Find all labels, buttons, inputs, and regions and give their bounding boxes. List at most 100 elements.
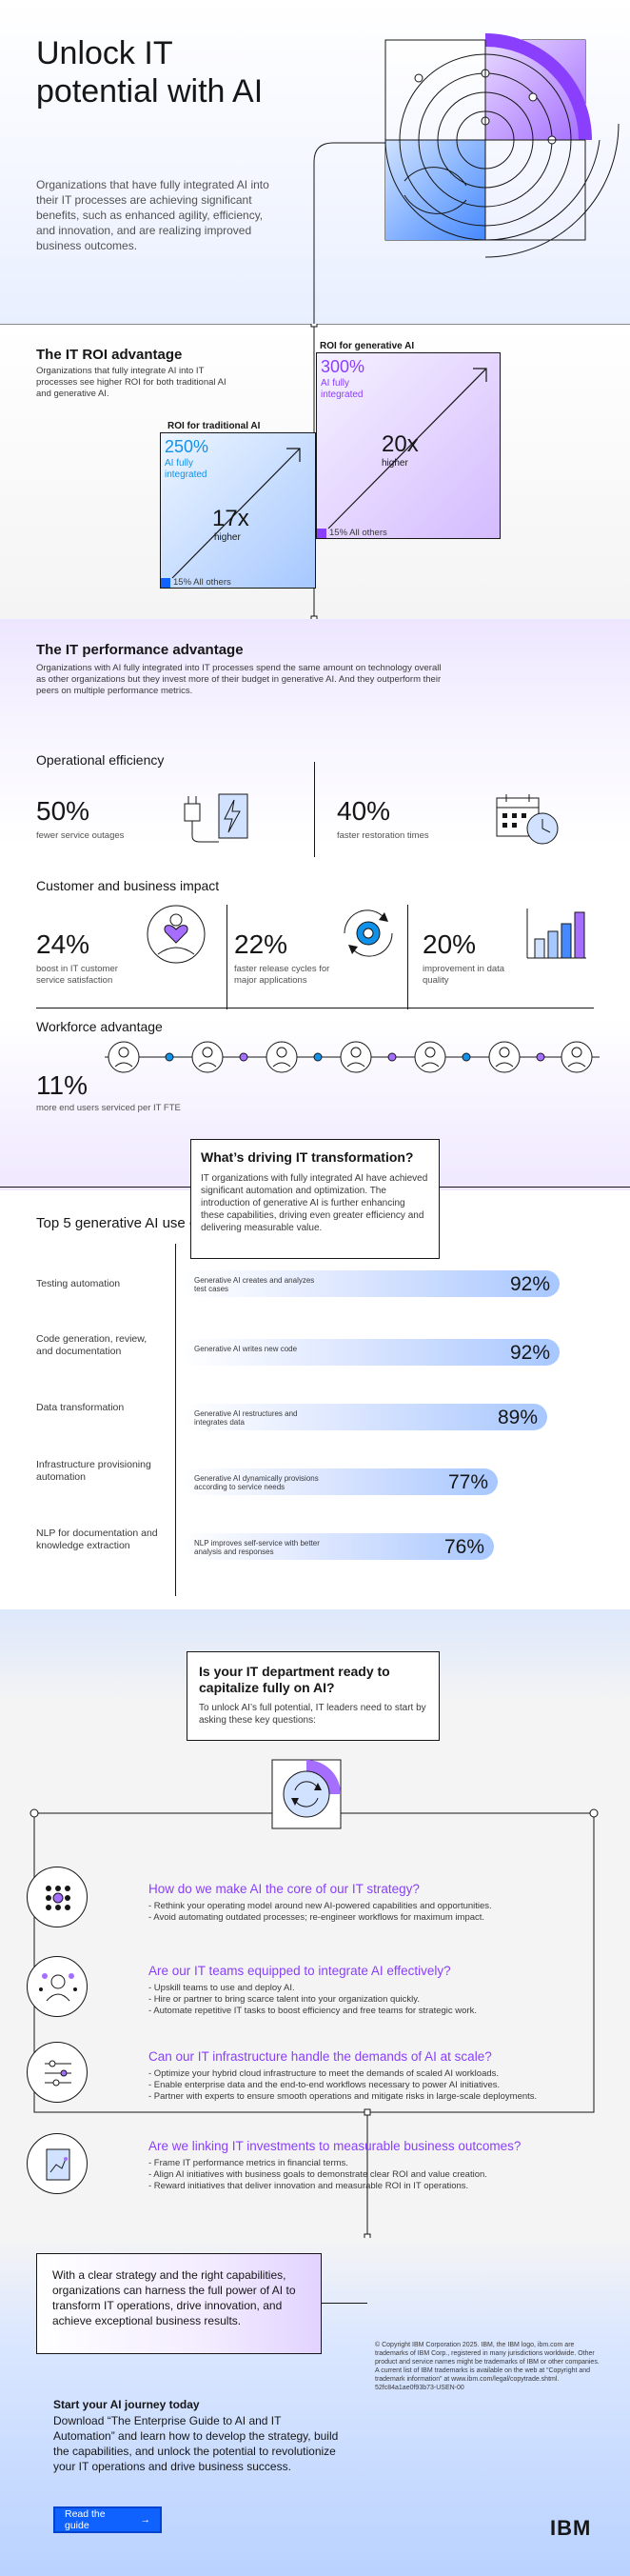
- operational-stat1-value: 50%: [36, 796, 90, 826]
- usecase-label-3: Data transformation: [36, 1402, 125, 1413]
- closing-connector: [322, 2303, 367, 2304]
- read-guide-label: Read the guide: [65, 2508, 106, 2531]
- q4-point-2: - Align AI initiatives with business goa…: [148, 2169, 487, 2180]
- customer-stat1-label: boost in IT customer service satisfactio…: [36, 964, 118, 986]
- usecase-desc-1: Generative AI creates and analyzes test …: [194, 1276, 315, 1293]
- hero-title-line1: Unlock IT: [36, 35, 173, 71]
- operational-stat2-value: 40%: [337, 796, 391, 826]
- calendar-clock-icon: [496, 794, 559, 845]
- customer-stat1-value: 24%: [36, 929, 90, 959]
- customer-stat3-label: improvement in data quality: [423, 964, 505, 986]
- usecase-label-1: Testing automation: [36, 1278, 121, 1289]
- ready-title: Is your IT department ready to capitaliz…: [199, 1664, 390, 1695]
- read-guide-button[interactable]: Read the guide →: [53, 2506, 162, 2533]
- closing-text: With a clear strategy and the right capa…: [52, 2268, 296, 2327]
- q4-point-1: - Frame IT performance metrics in financ…: [148, 2158, 348, 2168]
- bar-chart-icon: [526, 909, 586, 959]
- hero-section: Unlock IT potential with AI Organization…: [0, 0, 630, 333]
- hero-title: Unlock IT potential with AI: [36, 34, 263, 110]
- workforce-stat-value: 11%: [36, 1070, 88, 1100]
- usecase-label-2: Code generation, review, and documentati…: [36, 1333, 148, 1357]
- q3-point-2: - Enable enterprise data and the end-to-…: [148, 2080, 501, 2090]
- q4-title: Are we linking IT investments to measura…: [148, 2139, 522, 2153]
- happy-user-icon: [147, 905, 206, 964]
- performance-section: The IT performance advantage Organizatio…: [0, 619, 630, 1259]
- q4-icon: [27, 2133, 88, 2194]
- q2-icon: [27, 1956, 88, 2017]
- arrow-right-icon: →: [140, 2514, 151, 2526]
- performance-description: Organizations with AI fully integrated i…: [36, 663, 442, 696]
- cta-title: Start your AI journey today: [53, 2398, 200, 2411]
- q2-point-3: - Automate repetitive IT tasks to boost …: [148, 2006, 477, 2016]
- operational-title: Operational efficiency: [36, 752, 165, 768]
- roi-gen-multiplier-label: higher: [382, 458, 408, 469]
- grid-dots-icon: [46, 1886, 70, 1910]
- hero-illustration: [313, 33, 620, 333]
- roi-trad-box: 250% AI fully integrated 17x higher 15% …: [160, 432, 316, 589]
- q1-points: - Rethink your operating model around ne…: [148, 1901, 492, 1924]
- customer-stat3-value: 20%: [423, 929, 477, 959]
- ready-section: Is your IT department ready to capitaliz…: [0, 1609, 630, 2238]
- roi-gen-percent: 300%: [321, 357, 365, 376]
- top5-axis: [175, 1244, 176, 1596]
- usecase-bar-1: Generative AI creates and analyzes test …: [183, 1270, 560, 1297]
- roi-trad-percent: 250%: [165, 437, 209, 456]
- usecase-label-4: Infrastructure provisioning automation: [36, 1459, 151, 1483]
- ready-callout: Is your IT department ready to capitaliz…: [187, 1651, 440, 1741]
- customer-title: Customer and business impact: [36, 878, 220, 893]
- top5-section: Top 5 generative AI use cases for IT Tes…: [0, 1190, 630, 1609]
- roi-trad-others: 15% All others: [173, 577, 231, 588]
- customer-divider-1: [226, 905, 227, 1009]
- q3-point-3: - Partner with experts to ensure smooth …: [148, 2091, 538, 2102]
- usecase-pct-5: 76%: [443, 1536, 484, 1558]
- driving-callout: What’s driving IT transformation? IT org…: [190, 1139, 440, 1259]
- plug-lightning-icon: [184, 793, 248, 843]
- performance-title: The IT performance advantage: [36, 642, 244, 658]
- usecase-desc-3: Generative AI restructures and integrate…: [194, 1409, 298, 1427]
- usecase-bar-3: Generative AI restructures and integrate…: [183, 1404, 547, 1430]
- workforce-stat-label: more end users serviced per IT FTE: [36, 1103, 181, 1113]
- ready-body: To unlock AI’s full potential, IT leader…: [199, 1703, 426, 1726]
- usecase-bar-2: Generative AI writes new code 92%: [183, 1339, 560, 1366]
- roi-trad-label: ROI for traditional AI: [167, 421, 261, 431]
- infrastructure-sliders-icon: [45, 2060, 71, 2087]
- operational-divider: [314, 762, 315, 857]
- operational-stat1-label: fewer service outages: [36, 830, 125, 841]
- q2-points: - Upskill teams to use and deploy AI. - …: [148, 1983, 477, 2017]
- document-chart-icon: [46, 2148, 70, 2181]
- closing-box: With a clear strategy and the right capa…: [36, 2253, 322, 2354]
- cta-body: Download “The Enterprise Guide to AI and…: [53, 2414, 339, 2473]
- q1-title: How do we make AI the core of our IT str…: [148, 1882, 420, 1896]
- roi-gen-arrow: [327, 368, 487, 529]
- team-user-icon: [39, 1973, 77, 2002]
- q4-points: - Frame IT performance metrics in financ…: [148, 2158, 487, 2192]
- roi-gen-label: ROI for generative AI: [320, 341, 415, 351]
- usecase-pct-1: 92%: [509, 1273, 550, 1295]
- q1-point-2: - Avoid automating outdated processes; r…: [148, 1912, 485, 1923]
- q4-point-3: - Reward initiatives that deliver innova…: [148, 2181, 469, 2191]
- roi-gen-box: 300% AI fully integrated 20x higher 15% …: [316, 352, 501, 539]
- customer-stat2-value: 22%: [234, 929, 288, 959]
- usecase-bar-5: NLP improves self-service with better an…: [183, 1533, 494, 1560]
- q2-point-1: - Upskill teams to use and deploy AI.: [148, 1983, 295, 1993]
- roi-trad-others-square: [161, 578, 170, 588]
- q1-point-1: - Rethink your operating model around ne…: [148, 1901, 492, 1911]
- usecase-desc-2: Generative AI writes new code: [194, 1345, 298, 1353]
- usecase-bar-4: Generative AI dynamically provisions acc…: [183, 1468, 498, 1495]
- ibm-logo: IBM: [550, 2516, 592, 2540]
- roi-trad-multiplier-label: higher: [214, 532, 241, 543]
- driving-body: IT organizations with fully integrated A…: [201, 1173, 428, 1233]
- hero-title-line2: potential with AI: [36, 73, 264, 110]
- usecase-pct-3: 89%: [497, 1407, 538, 1428]
- roi-trad-arrow: [171, 448, 301, 579]
- roi-gen-percent-label: AI fully integrated: [321, 378, 364, 400]
- q2-point-2: - Hire or partner to bring scarce talent…: [148, 1994, 420, 2005]
- usecase-desc-4: Generative AI dynamically provisions acc…: [194, 1474, 319, 1491]
- roi-gen-others-square: [317, 529, 326, 538]
- usecase-pct-2: 92%: [509, 1342, 550, 1364]
- roi-trad-percent-label: AI fully integrated: [165, 458, 207, 480]
- workforce-people-chain: [105, 1041, 600, 1073]
- usecase-pct-4: 77%: [447, 1471, 488, 1493]
- q3-points: - Optimize your hybrid cloud infrastruct…: [148, 2068, 537, 2103]
